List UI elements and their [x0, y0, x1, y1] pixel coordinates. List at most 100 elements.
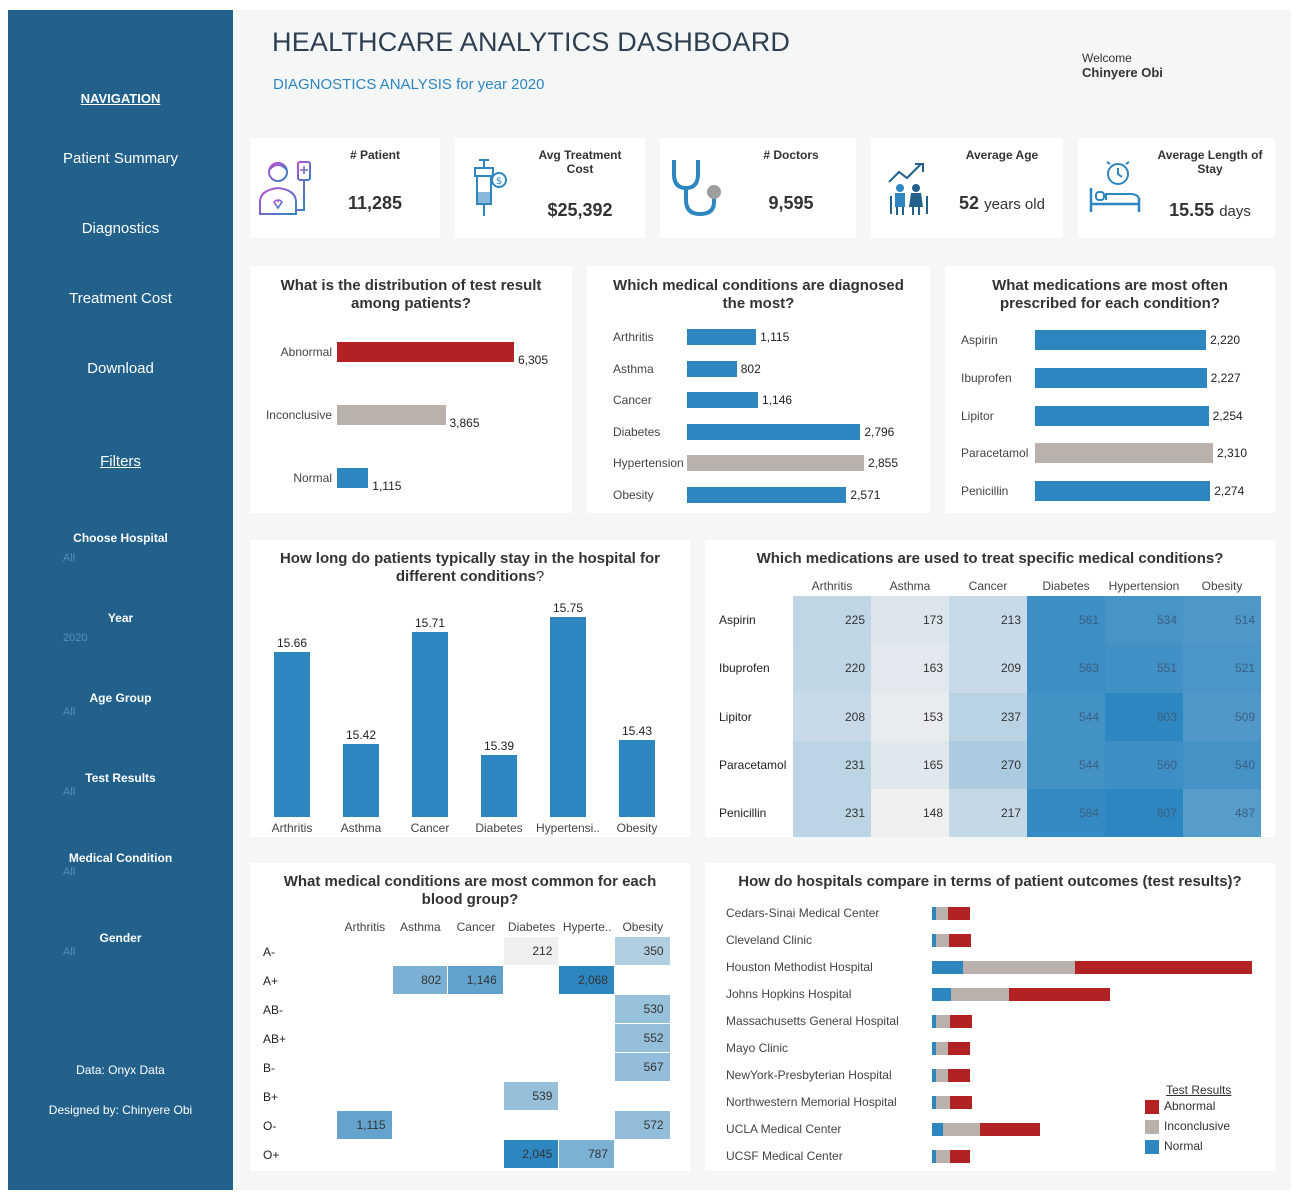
- bar: [687, 455, 864, 471]
- data-label: 2,571: [850, 487, 881, 502]
- data-label: 6,305: [518, 353, 549, 367]
- bar-segment: [949, 1015, 973, 1028]
- filter-year-select[interactable]: 2020: [63, 632, 88, 644]
- kpi-label: Average Length of Stay: [1157, 148, 1263, 176]
- bar-segment: [949, 1096, 973, 1109]
- chart-title: What medical conditions are most common …: [283, 873, 657, 908]
- column-header: Hypertension: [1108, 579, 1180, 593]
- heatmap-cell: 2,068: [559, 966, 614, 994]
- legend-title: Test Results: [1166, 1083, 1232, 1097]
- row-label: A-: [263, 944, 275, 959]
- column-header: Asthma: [400, 920, 441, 934]
- data-label: 2,220: [1210, 333, 1241, 347]
- legend-swatch: [1145, 1120, 1159, 1134]
- bar: [687, 423, 861, 440]
- bar-segment: [948, 907, 970, 920]
- filter-label-test-results: Test Results: [85, 771, 156, 785]
- category-label: Penicillin: [961, 484, 1009, 499]
- kpi-unit: years old: [984, 196, 1045, 213]
- chart-medication-condition-heatmap: Which medications are used to treat spec…: [705, 540, 1275, 838]
- heatmap-cell: 552: [615, 1024, 670, 1052]
- category-label: UCLA Medical Center: [726, 1122, 842, 1136]
- nav-item-patient-summary[interactable]: Patient Summary: [62, 150, 179, 167]
- heatmap-cell: 173: [871, 596, 949, 645]
- column-header: Cancer: [968, 579, 1008, 593]
- kpi-label: # Patient: [349, 148, 400, 162]
- bar: [550, 617, 586, 817]
- legend-item: Normal: [1164, 1139, 1203, 1153]
- bar: [412, 632, 448, 817]
- nav-item-treatment-cost[interactable]: Treatment Cost: [69, 290, 172, 307]
- chart-medications-prescribed: What medications are most often prescrib…: [945, 266, 1275, 513]
- data-label: 15.39: [483, 739, 515, 754]
- user-name: Chinyere Obi: [1082, 65, 1163, 80]
- heatmap-cell: 270: [949, 740, 1027, 790]
- row-label: Penicillin: [719, 806, 767, 821]
- kpi-card-avg-length-of-stay: Average Length of Stay 15.55 days: [1078, 138, 1275, 238]
- legend-item: Inconclusive: [1164, 1119, 1231, 1133]
- bar-segment: [935, 1069, 949, 1082]
- bar: [687, 329, 757, 345]
- heatmap-cell: 217: [949, 789, 1027, 838]
- svg-text:$: $: [496, 176, 502, 187]
- column-header: Arthritis: [811, 579, 853, 593]
- category-label: Northwestern Memorial Hospital: [726, 1095, 897, 1109]
- heatmap-cell: 534: [1105, 596, 1183, 645]
- filter-medical-condition-select[interactable]: All: [63, 866, 76, 878]
- heatmap-cell: 165: [871, 740, 949, 790]
- category-label: UCSF Medical Center: [726, 1149, 843, 1163]
- data-label: 2,310: [1217, 446, 1248, 461]
- data-label: 3,865: [449, 416, 480, 430]
- bar: [619, 740, 655, 817]
- data-label: 15.66: [276, 635, 308, 650]
- data-label: 1,115: [760, 330, 790, 344]
- column-header: Hyperte..: [562, 920, 612, 934]
- category-label: Massachusetts General Hospital: [726, 1014, 899, 1028]
- filter-gender-select[interactable]: All: [63, 946, 76, 958]
- heatmap-cell: 213: [949, 596, 1027, 645]
- elderly-couple-icon: [888, 163, 928, 215]
- row-label: O-: [263, 1118, 277, 1133]
- heatmap-cell: 237: [949, 692, 1027, 741]
- nav-item-download[interactable]: Download: [87, 360, 154, 377]
- filter-test-results-select[interactable]: All: [63, 786, 76, 798]
- bar: [337, 468, 369, 488]
- bar-segment: [932, 1123, 943, 1136]
- kpi-label: # Doctors: [763, 148, 819, 162]
- kpi-value: 15.55 days: [1169, 200, 1251, 220]
- filter-hospital-select[interactable]: All: [63, 552, 76, 564]
- kpi-label: Avg Treatment Cost: [538, 148, 622, 176]
- kpi-card-average-age: Average Age 52 years old: [871, 138, 1063, 238]
- category-label: Obesity: [613, 487, 654, 502]
- data-label: 15.75: [552, 601, 584, 615]
- bar-segment: [932, 1150, 936, 1163]
- heatmap-cell: 163: [871, 644, 949, 693]
- bar-segment: [932, 934, 937, 947]
- page-title: HEALTHCARE ANALYTICS DASHBOARD: [272, 27, 791, 57]
- patient-icon: [259, 161, 311, 215]
- bar: [1035, 481, 1211, 502]
- kpi-value: 11,285: [347, 193, 403, 213]
- bar-segment: [936, 934, 950, 947]
- syringe-icon: $: [474, 159, 507, 216]
- data-label: 15.71: [414, 616, 446, 631]
- bar: [687, 360, 737, 377]
- category-label: Diabetes: [613, 424, 661, 439]
- bar-segment: [980, 1123, 1040, 1136]
- filter-age-group-select[interactable]: All: [63, 706, 76, 718]
- nav-item-diagnostics[interactable]: Diagnostics: [81, 220, 160, 237]
- category-label: Asthma: [340, 821, 382, 835]
- column-header: Diabetes: [1042, 579, 1090, 593]
- bar-segment: [932, 1015, 936, 1028]
- chart-blood-group-heatmap: What medical conditions are most common …: [250, 863, 690, 1171]
- heatmap-cell: 607: [1105, 789, 1183, 838]
- bar-segment: [948, 1069, 970, 1082]
- heatmap-cell: 148: [871, 789, 949, 838]
- category-label: NewYork-Presbyterian Hospital: [726, 1068, 892, 1082]
- category-label: Ibuprofen: [961, 370, 1012, 385]
- heatmap-cell: 787: [559, 1140, 614, 1168]
- legend-item: Abnormal: [1164, 1099, 1216, 1113]
- bar: [337, 405, 446, 425]
- kpi-label: Average Age: [965, 148, 1039, 162]
- data-label: 15.42: [345, 727, 377, 742]
